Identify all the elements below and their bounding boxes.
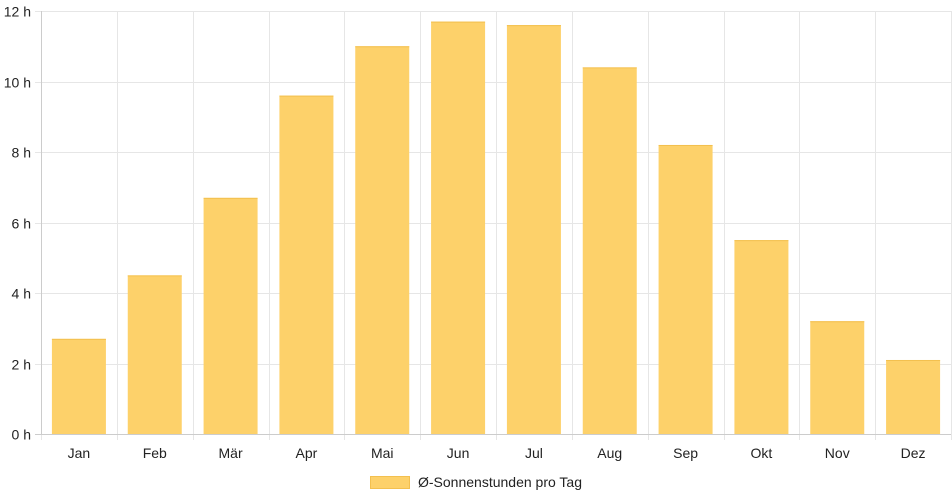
- y-tick-label: 0 h: [12, 427, 31, 443]
- x-tick-label: Nov: [825, 445, 850, 461]
- legend-swatch: [370, 475, 410, 489]
- y-tick-label: 10 h: [4, 75, 31, 91]
- y-tick-label: 8 h: [12, 145, 31, 161]
- x-tick-label: Feb: [143, 445, 167, 461]
- x-tick-label: Aug: [597, 445, 622, 461]
- bar: [658, 144, 713, 434]
- y-tick-label: 12 h: [4, 4, 31, 20]
- x-tick-label: Sep: [673, 445, 698, 461]
- bar: [355, 46, 410, 434]
- bar: [734, 240, 789, 434]
- y-tick-label: 2 h: [12, 357, 31, 373]
- chart-legend[interactable]: Ø-Sonnenstunden pro Tag: [0, 470, 952, 494]
- y-tick-label: 4 h: [12, 286, 31, 302]
- bar: [279, 95, 334, 434]
- x-tick-label: Jul: [525, 445, 543, 461]
- bar: [506, 25, 561, 434]
- y-tick-label: 6 h: [12, 216, 31, 232]
- bar: [127, 275, 182, 434]
- bar: [810, 321, 865, 434]
- bar: [886, 359, 941, 434]
- bar-layer: [51, 21, 941, 435]
- x-tick-label: Mär: [219, 445, 243, 461]
- sunshine-bar-chart: 0 h 2 h 4 h 6 h 8 h 10 h 12 h Jan Feb Mär Apr Mai Ju…: [4, 4, 952, 462]
- x-tick-label: Jun: [447, 445, 470, 461]
- bar: [431, 21, 486, 434]
- x-tick-label: Apr: [296, 445, 318, 461]
- x-tick-label: Mai: [371, 445, 394, 461]
- x-tick-label: Jan: [68, 445, 91, 461]
- bar: [203, 197, 258, 434]
- bar: [51, 338, 106, 434]
- x-tick-label: Dez: [901, 445, 926, 461]
- bar: [582, 67, 637, 435]
- label-layer: 0 h 2 h 4 h 6 h 8 h 10 h 12 h Jan Feb Mär Apr Mai Ju…: [4, 4, 926, 462]
- x-tick-label: Okt: [751, 445, 773, 461]
- legend-label: Ø-Sonnenstunden pro Tag: [418, 474, 582, 490]
